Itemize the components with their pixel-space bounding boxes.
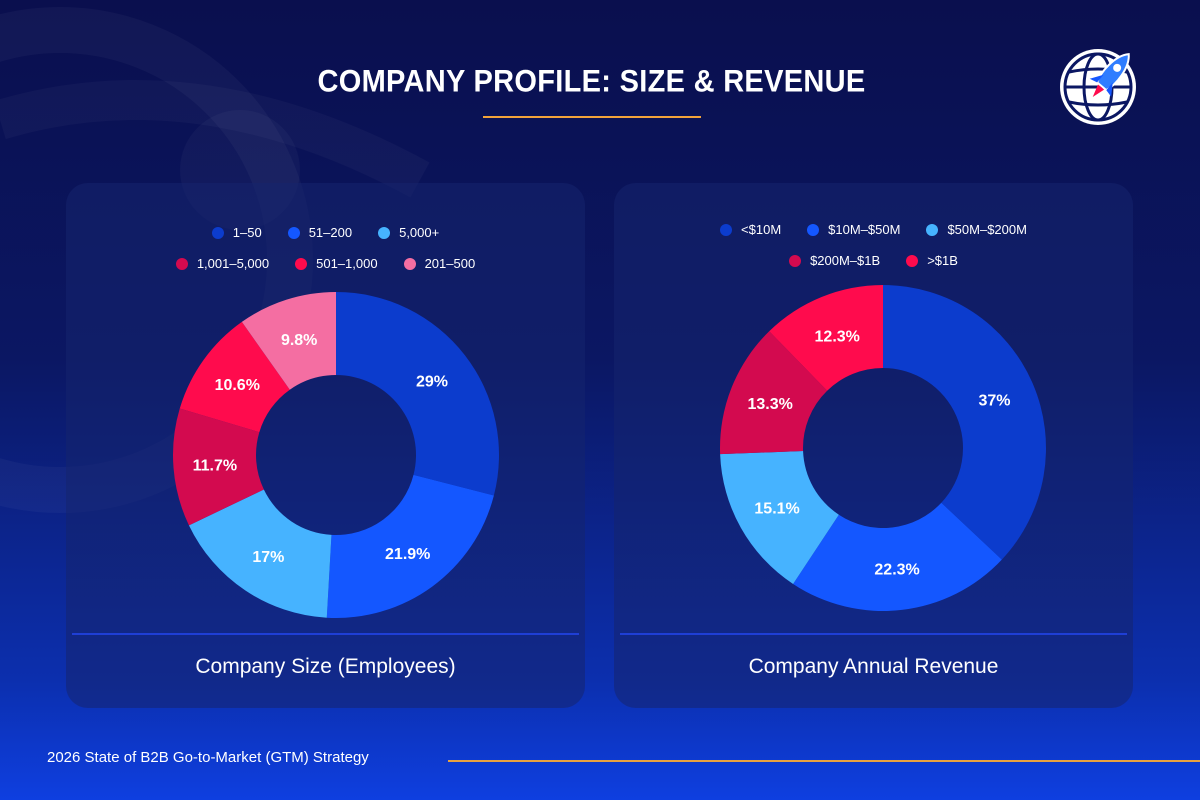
legend-item-10m-50m: $10M–$50M (807, 222, 900, 237)
legend-row: <$10M $10M–$50M $50M–$200M (614, 222, 1133, 237)
legend-item-200m-1b: $200M–$1B (789, 253, 880, 268)
legend-label: >$1B (927, 253, 958, 268)
footer-rule (448, 760, 1200, 762)
legend-label: $50M–$200M (947, 222, 1027, 237)
legend-item-5-000: 5,000+ (378, 225, 439, 240)
globe-rocket-logo-icon (1060, 49, 1136, 125)
legend-item-201-500: 201–500 (403, 256, 476, 271)
legend-item-501-1-000: 501–1,000 (295, 256, 378, 271)
donut-slice-10m (883, 285, 1046, 560)
company-revenue-chart-title: Company Annual Revenue (748, 655, 999, 678)
legend-swatch (175, 257, 188, 270)
legend-label: <$10M (741, 222, 782, 237)
donut-slice-10m-50m (793, 502, 1002, 611)
legend-swatch (720, 223, 733, 236)
legend-label: 501–1,000 (316, 256, 378, 271)
donut-slice-5-000 (188, 489, 332, 618)
donut-slice-200m-1b (720, 331, 828, 455)
company-size-donut-chart: 29% 21.9% 17% 11.7% 10.6% 9.8% (173, 292, 499, 618)
slice-value-label: 21.9% (385, 546, 430, 563)
company-size-legend: 1–50 51–200 5,000+ 1,001–5,000 501–1,000 201–… (66, 225, 585, 287)
slice-value-label: 17% (252, 549, 284, 566)
legend-label: 1–50 (232, 225, 262, 240)
legend-swatch (403, 257, 416, 270)
donut-slice-1-001-5-000 (173, 408, 264, 526)
donut-slice-50m-200m (720, 451, 839, 584)
legend-item-51-200: 51–200 (287, 225, 353, 240)
slice-value-label: 15.1% (754, 501, 799, 518)
card-divider (620, 633, 1127, 635)
company-size-chart-title: Company Size (Employees) (195, 655, 456, 678)
legend-label: 201–500 (424, 256, 476, 271)
donut-slice-1b (769, 285, 883, 391)
slice-value-label: 11.7% (193, 458, 237, 475)
legend-label: $10M–$50M (828, 222, 901, 237)
slice-value-label: 29% (416, 374, 448, 391)
legend-label: $200M–$1B (810, 253, 881, 268)
legend-swatch (287, 226, 300, 239)
donut-slice-201-500 (241, 292, 336, 390)
legend-item-1-50: 1–50 (211, 225, 262, 240)
slice-value-label: 12.3% (815, 328, 860, 345)
page-title: COMPANY PROFILE: SIZE & REVENUE (317, 64, 866, 100)
title-underline (483, 116, 701, 118)
legend-swatch (906, 254, 919, 267)
donut-slice-1-50 (336, 292, 499, 496)
legend-label: 5,000+ (399, 225, 440, 240)
legend-item-10m: <$10M (720, 222, 781, 237)
slice-value-label: 22.3% (874, 562, 919, 579)
legend-swatch (211, 226, 224, 239)
slice-value-label: 13.3% (747, 396, 792, 413)
company-revenue-card: <$10M $10M–$50M $50M–$200M $200M–$1B >$1B 37… (614, 183, 1133, 708)
legend-swatch (789, 254, 802, 267)
legend-item-1-001-5-000: 1,001–5,000 (175, 256, 270, 271)
donut-slice-501-1-000 (179, 321, 290, 433)
legend-row: $200M–$1B >$1B (614, 253, 1133, 268)
company-size-card: 1–50 51–200 5,000+ 1,001–5,000 501–1,000 201–… (66, 183, 585, 708)
legend-row: 1,001–5,000 501–1,000 201–500 (66, 256, 585, 271)
card-divider (72, 633, 579, 635)
legend-item-50m-200m: $50M–$200M (926, 222, 1027, 237)
donut-slice-51-200 (326, 474, 494, 618)
legend-swatch (378, 226, 391, 239)
slice-value-label: 9.8% (281, 332, 317, 349)
slice-value-label: 37% (978, 393, 1010, 410)
slice-value-label: 10.6% (215, 377, 260, 394)
company-revenue-donut-chart: 37% 22.3% 15.1% 13.3% 12.3% (720, 285, 1046, 611)
legend-item-1b: >$1B (906, 253, 958, 268)
legend-label: 51–200 (308, 225, 353, 240)
footer-text: 2026 State of B2B Go-to-Market (GTM) Str… (47, 749, 369, 766)
legend-row: 1–50 51–200 5,000+ (66, 225, 585, 240)
legend-swatch (807, 223, 820, 236)
company-revenue-legend: <$10M $10M–$50M $50M–$200M $200M–$1B >$1B (614, 222, 1133, 284)
legend-swatch (926, 223, 939, 236)
legend-label: 1,001–5,000 (196, 256, 270, 271)
legend-swatch (295, 257, 308, 270)
